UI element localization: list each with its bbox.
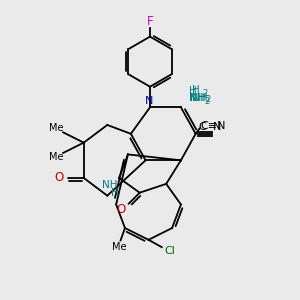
- Text: H: H: [111, 188, 119, 198]
- Text: N: N: [145, 96, 154, 106]
- Text: Me: Me: [112, 242, 126, 252]
- Text: Me: Me: [49, 152, 63, 162]
- Text: O: O: [117, 203, 126, 216]
- Text: Me: Me: [49, 123, 63, 133]
- Text: NH: NH: [102, 180, 117, 190]
- Text: 2: 2: [205, 95, 210, 104]
- Text: NH: NH: [192, 93, 208, 103]
- Text: C: C: [198, 122, 206, 132]
- Text: H: H: [192, 85, 200, 94]
- Text: 2: 2: [203, 89, 208, 98]
- Text: O: O: [54, 172, 63, 184]
- Text: Cl: Cl: [164, 246, 175, 256]
- Text: C≡N: C≡N: [200, 122, 226, 131]
- Text: NH: NH: [190, 94, 206, 103]
- Text: 2: 2: [205, 97, 210, 106]
- Text: NH: NH: [189, 93, 205, 103]
- Text: F: F: [147, 15, 153, 28]
- Text: H: H: [189, 86, 197, 96]
- Text: N: N: [213, 122, 221, 132]
